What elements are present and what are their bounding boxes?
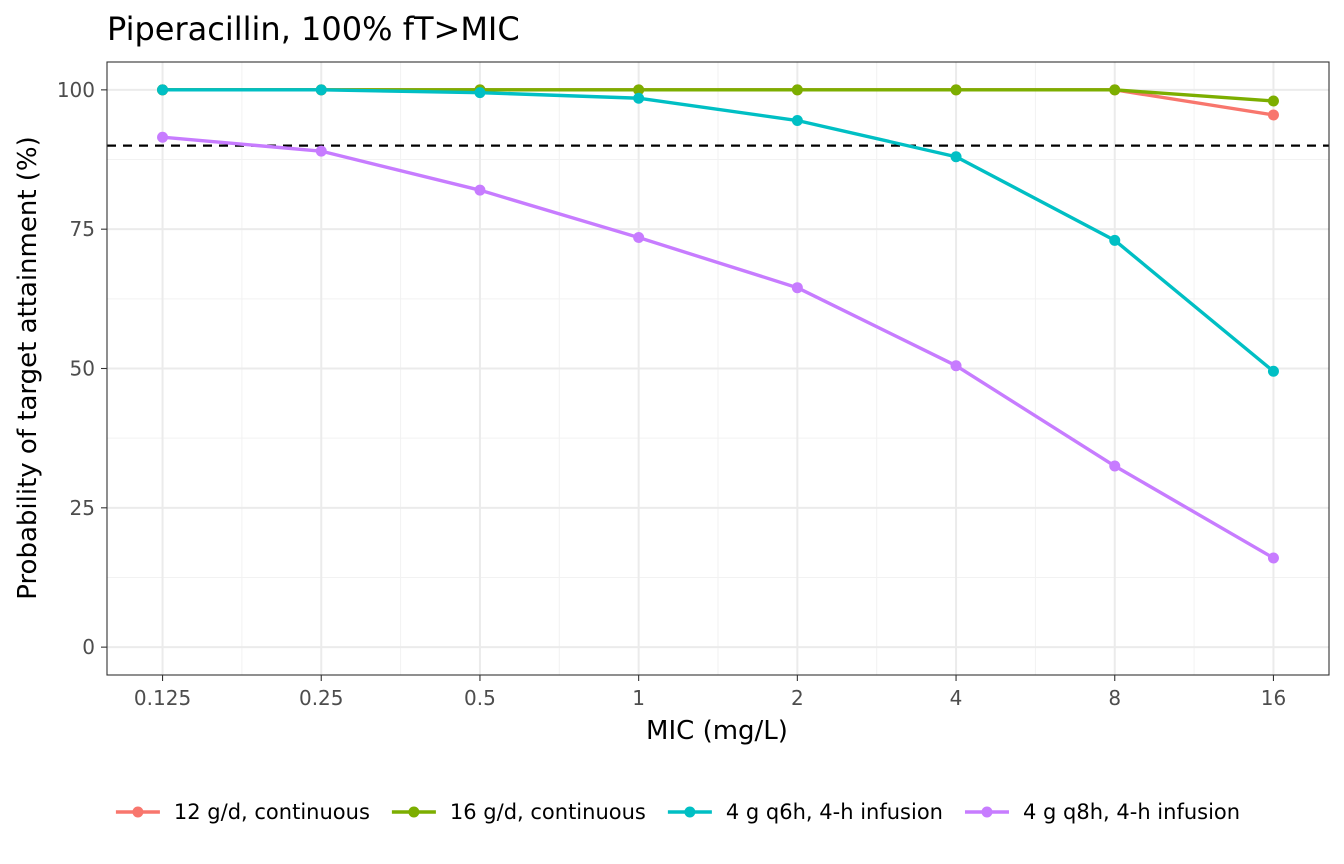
legend-key-point [408, 806, 420, 818]
y-tick-label: 25 [70, 496, 95, 520]
legend-label: 16 g/d, continuous [450, 800, 646, 824]
data-point [1267, 365, 1279, 377]
legend-key-point [981, 806, 993, 818]
x-axis-title: MIC (mg/L) [646, 716, 788, 746]
legend-label: 4 g q6h, 4-h infusion [726, 800, 943, 824]
chart-title: Piperacillin, 100% fT>MIC [107, 10, 520, 48]
x-tick-label: 8 [1108, 686, 1121, 710]
y-tick-label: 0 [82, 635, 95, 659]
data-point [157, 84, 169, 96]
x-tick-label: 4 [950, 686, 963, 710]
data-point [157, 131, 169, 143]
data-point [950, 151, 962, 163]
y-axis: 0 25 50 75 100 [57, 78, 107, 659]
series-4 [157, 131, 1279, 564]
data-point [474, 87, 486, 99]
data-point [791, 115, 803, 127]
series-3 [157, 84, 1279, 377]
y-tick-label: 50 [70, 357, 95, 381]
legend-item-2: 16 g/d, continuous [391, 800, 646, 824]
data-point [791, 282, 803, 294]
x-tick-label: 0.25 [299, 686, 344, 710]
data-point [1109, 234, 1121, 246]
data-point [315, 145, 327, 157]
data-point [1267, 95, 1279, 107]
x-tick-label: 0.125 [134, 686, 191, 710]
series-line-3 [162, 88, 1275, 373]
data-point [633, 92, 645, 104]
x-tick-label: 16 [1261, 686, 1286, 710]
x-tick-label: 1 [632, 686, 645, 710]
data-point [633, 84, 645, 96]
data-point [633, 232, 645, 244]
series-layer [157, 84, 1279, 564]
data-point [474, 184, 486, 196]
legend-item-3: 4 g q6h, 4-h infusion [667, 800, 943, 824]
x-axis: 0.125 0.25 0.5 1 2 4 8 16 [134, 675, 1286, 710]
data-point [1267, 552, 1279, 564]
x-tick-label: 2 [791, 686, 804, 710]
data-point [791, 84, 803, 96]
data-point [950, 360, 962, 372]
legend-key-point [132, 806, 144, 818]
legend-key-point [684, 806, 696, 818]
data-point [950, 84, 962, 96]
x-tick-label: 0.5 [464, 686, 496, 710]
y-tick-label: 100 [57, 78, 95, 102]
legend-label: 4 g q8h, 4-h infusion [1023, 800, 1240, 824]
data-point [1267, 109, 1279, 121]
legend: 12 g/d, continuous 16 g/d, continuous 4 g … [115, 800, 1240, 824]
data-point [1109, 84, 1121, 96]
series-line-4 [162, 135, 1275, 560]
y-axis-title: Probability of target attainment (%) [13, 136, 43, 600]
legend-item-1: 12 g/d, continuous [115, 800, 370, 824]
legend-label: 12 g/d, continuous [174, 800, 370, 824]
data-point [315, 84, 327, 96]
y-tick-label: 75 [70, 217, 95, 241]
legend-item-4: 4 g q8h, 4-h infusion [964, 800, 1240, 824]
data-point [1109, 460, 1121, 472]
